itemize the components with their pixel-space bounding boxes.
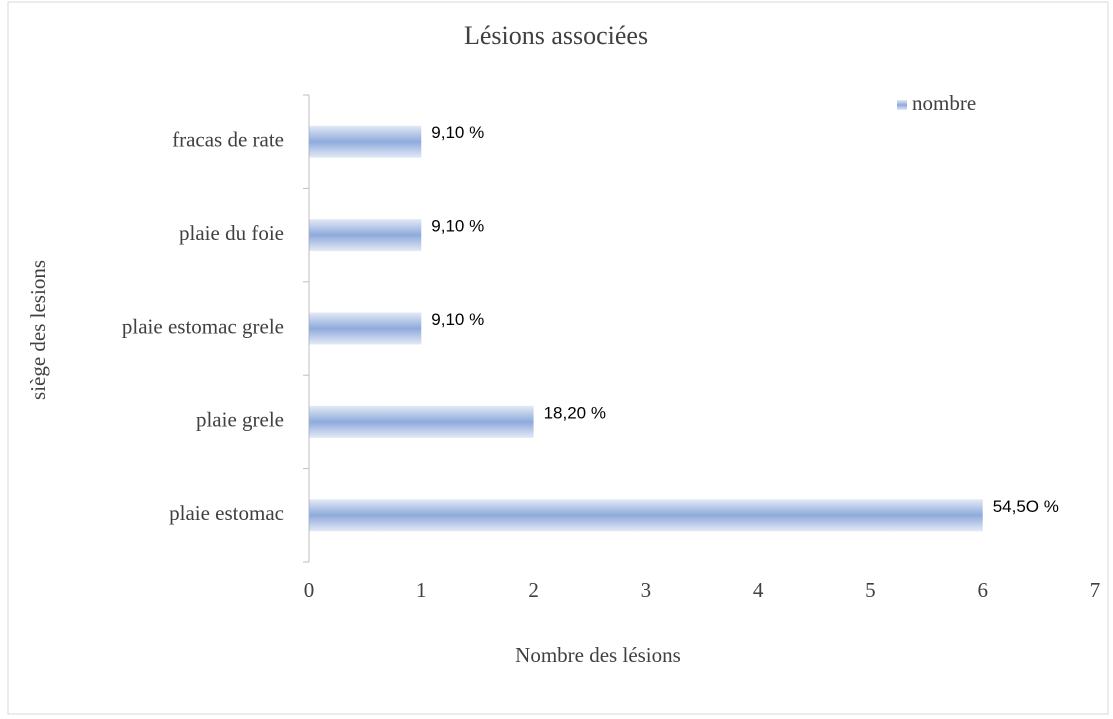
x-tick-label: 6 — [977, 578, 988, 602]
y-tick-label: fracas de rate — [172, 128, 284, 152]
x-tick-label: 7 — [1090, 578, 1101, 602]
bar — [309, 125, 422, 158]
legend-swatch — [897, 100, 907, 110]
bar — [309, 499, 983, 532]
y-tick-label: plaie estomac — [169, 501, 284, 525]
data-label: 18,20 % — [544, 403, 606, 422]
legend-label: nombre — [912, 91, 976, 115]
x-tick-label: 2 — [528, 578, 539, 602]
x-tick-label: 1 — [416, 578, 427, 602]
chart-title: Lésions associées — [464, 21, 648, 50]
y-axis-label: siège des lesions — [26, 260, 50, 400]
y-tick-label: plaie du foie — [179, 221, 284, 245]
x-tick-label: 5 — [865, 578, 876, 602]
bar — [309, 219, 422, 252]
x-axis-label: Nombre des lésions — [515, 643, 681, 667]
data-label: 9,10 % — [431, 217, 484, 236]
x-tick-label: 0 — [304, 578, 315, 602]
data-label: 54,5O % — [993, 497, 1059, 516]
data-label: 9,10 % — [431, 310, 484, 329]
y-tick-label: plaie estomac grele — [122, 314, 284, 338]
data-label: 9,10 % — [431, 123, 484, 142]
x-tick-label: 4 — [753, 578, 764, 602]
chart-border — [7, 1, 1109, 715]
bar — [309, 405, 534, 438]
x-tick-label: 3 — [641, 578, 652, 602]
y-tick-label: plaie grele — [196, 408, 284, 432]
bar — [309, 312, 422, 345]
